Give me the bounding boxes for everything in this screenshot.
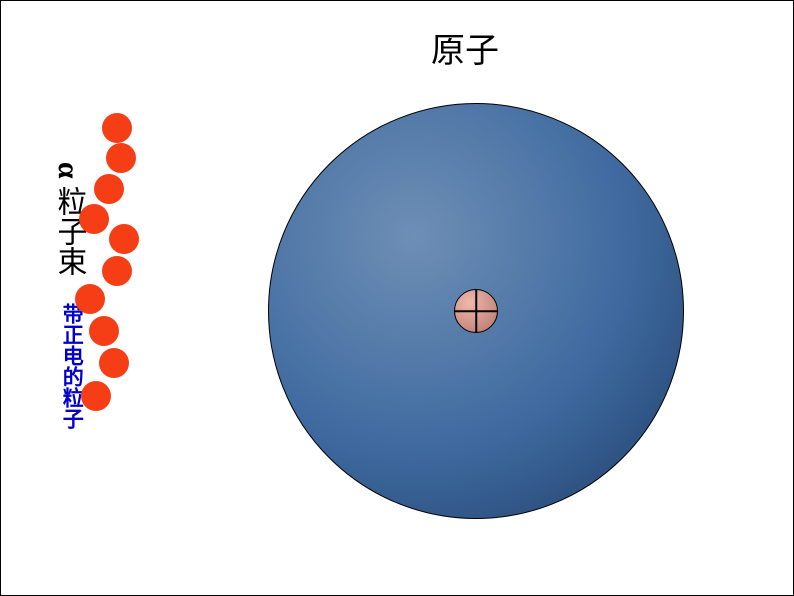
alpha-particle: [106, 143, 136, 173]
alpha-particle: [75, 284, 105, 314]
alpha-beam-sublabel: 带正电的粒子: [59, 303, 85, 429]
nucleus: [454, 289, 498, 333]
alpha-particle: [94, 174, 124, 204]
alpha-particle: [102, 256, 132, 286]
alpha-particle: [102, 113, 132, 143]
alpha-beam-text: 粒子束: [53, 186, 86, 276]
alpha-particle: [99, 348, 129, 378]
alpha-symbol: α: [52, 152, 85, 187]
alpha-particle: [81, 381, 111, 411]
nucleus-cross-v: [475, 290, 477, 332]
alpha-particle: [79, 204, 109, 234]
atom-title: 原子: [431, 23, 499, 72]
alpha-particle: [109, 224, 139, 254]
alpha-particle: [89, 316, 119, 346]
